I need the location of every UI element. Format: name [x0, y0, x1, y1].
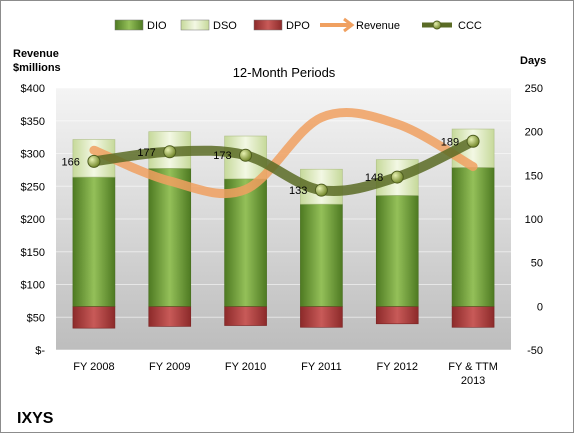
legend-swatch: [253, 19, 283, 31]
legend-label: Revenue: [356, 20, 400, 32]
right-tick-label: 200: [525, 127, 543, 139]
right-tick-label: 50: [531, 258, 543, 270]
ccc-marker: [87, 154, 101, 168]
left-axis-label-line2: $millions: [13, 62, 61, 74]
right-axis-label: Days: [520, 55, 546, 67]
ccc-data-label: 173: [213, 150, 231, 162]
left-tick-label: $100: [21, 280, 45, 292]
left-tick-label: $350: [21, 116, 45, 128]
legend-label: DPO: [286, 20, 310, 32]
ccc-marker: [163, 145, 177, 159]
category-label: FY 2011: [301, 361, 342, 373]
ccc-data-label: 133: [289, 185, 307, 197]
ccc-data-label: 177: [137, 147, 155, 159]
revenue-line: [89, 108, 478, 199]
category-label: FY 2008: [73, 361, 114, 373]
legend: DIO DSO DPO Revenue CCC: [114, 17, 482, 33]
dpo-bar: [451, 306, 495, 328]
legend-label: CCC: [458, 20, 482, 32]
right-tick-label: 0: [537, 301, 543, 313]
right-tick-label: 100: [525, 214, 543, 226]
dpo-bar: [148, 306, 192, 327]
title: 12-Month Periods: [233, 65, 336, 80]
legend-label: DSO: [213, 20, 237, 32]
dpo-bar: [72, 306, 116, 329]
dpo-bar: [300, 306, 343, 328]
dio-bar: [451, 167, 495, 307]
right-tick-label: 250: [525, 83, 543, 95]
dpo-bar: [375, 306, 419, 325]
category-label: FY 2009: [149, 361, 190, 373]
dio-bar: [300, 203, 343, 307]
legend-swatch: [114, 19, 144, 31]
dio-bar: [148, 168, 192, 307]
ccc-data-label: 148: [365, 172, 383, 184]
left-tick-label: $-: [35, 345, 45, 357]
ccc-data-label: 189: [441, 136, 459, 148]
right-tick-label: -50: [527, 345, 543, 357]
legend-marker: [432, 20, 442, 30]
ccc-marker: [466, 134, 480, 148]
left-axis-label-line1: Revenue: [13, 48, 59, 60]
dio-bar: [375, 195, 419, 307]
left-tick-label: $250: [21, 181, 45, 193]
ccc-marker: [390, 170, 404, 184]
revenue-series: [89, 108, 478, 199]
left-tick-label: $300: [21, 149, 45, 161]
category-label: FY 2010: [225, 361, 266, 373]
category-labels: FY 2008 FY 2009 FY 2010 FY 2011 FY 2012 FY & …: [73, 361, 498, 387]
left-axis-ticks: $- $50 $100 $150 $200 $250 $300 $350 $400: [21, 83, 46, 357]
right-tick-label: 150: [525, 170, 543, 182]
legend-swatch: [180, 19, 210, 31]
ccc-marker: [314, 183, 328, 197]
left-tick-label: $200: [21, 214, 45, 226]
category-label: FY & TTM: [448, 361, 498, 373]
ccc-data-label: 166: [62, 156, 80, 168]
dpo-bar: [224, 306, 267, 326]
ccc-series: 166 177 173 133 148 189: [62, 134, 480, 197]
company-name: IXYS: [17, 410, 54, 427]
dio-bar: [72, 176, 116, 307]
bars: [72, 128, 495, 329]
left-tick-label: $50: [27, 312, 45, 324]
legend-label: DIO: [147, 20, 167, 32]
gridlines: [56, 87, 511, 351]
category-label: 2013: [461, 375, 485, 387]
category-label: FY 2012: [377, 361, 418, 373]
left-tick-label: $400: [21, 83, 45, 95]
left-tick-label: $150: [21, 247, 45, 259]
legend-arrow: [343, 17, 355, 33]
ccc-marker: [239, 148, 253, 162]
right-axis-ticks: -50 0 50 100 150 200 250: [525, 83, 543, 357]
dio-bar: [224, 178, 267, 307]
